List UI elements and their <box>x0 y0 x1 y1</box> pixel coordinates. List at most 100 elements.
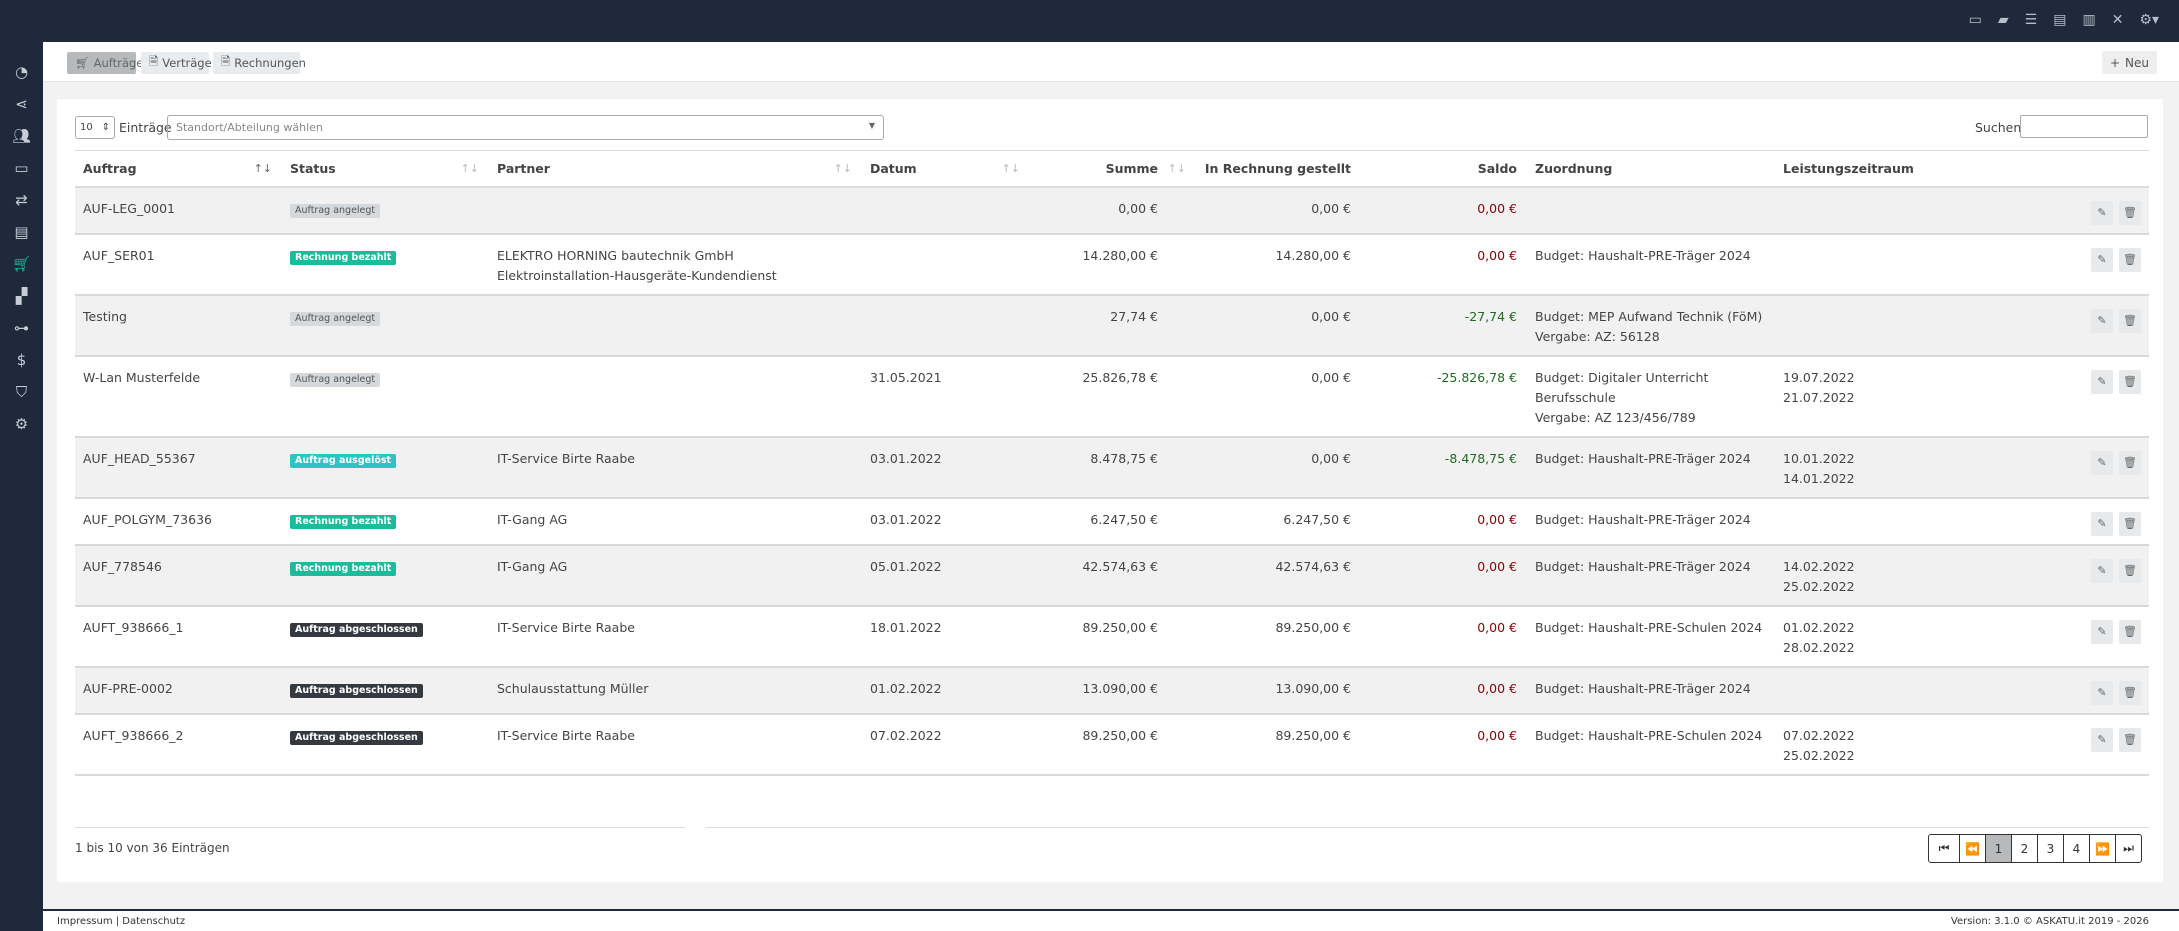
clipboard-icon[interactable]: ▤ <box>2053 12 2067 28</box>
trash-icon[interactable]: 🗑︎ <box>2119 450 2141 475</box>
first-page-button[interactable]: ⏮ <box>1938 841 1950 855</box>
col-summe[interactable]: Summe ↑↓ <box>1030 150 1196 188</box>
users-icon[interactable]: 👥︎ <box>11 127 32 145</box>
tab-auftraege[interactable]: 🛒︎ Aufträge <box>67 52 143 74</box>
cell-partner: IT-Service Birte Raabe <box>489 605 862 668</box>
gears-dropdown-icon[interactable]: ⚙▾ <box>2139 12 2159 28</box>
receipt-icon[interactable]: ▥ <box>2082 12 2096 28</box>
table-row[interactable]: W-Lan Musterfelde Auftrag angelegt 31.05.2… <box>75 355 2149 438</box>
zuordnung-budget: Budget: Digitaler Unterricht Berufsschul… <box>1535 369 1709 405</box>
edit-icon[interactable]: ✎ <box>2091 200 2113 225</box>
table-row[interactable]: AUF-PRE-0002 Auftrag abgeschlossen Schulau… <box>75 666 2149 715</box>
status-badge: Auftrag abgeschlossen <box>290 622 423 637</box>
cell-auftrag: W-Lan Musterfelde <box>75 355 282 438</box>
edit-icon[interactable]: ✎ <box>2091 511 2113 536</box>
zuordnung-budget: Budget: Haushalt-PRE-Träger 2024 <box>1535 680 1751 696</box>
next-page-button[interactable]: ⏩ <box>2089 835 2115 862</box>
briefcase-clock-icon[interactable]: ▰ <box>1997 12 2009 28</box>
trash-icon[interactable]: 🗑︎ <box>2119 369 2141 394</box>
col-in-rechnung[interactable]: In Rechnung gestellt <box>1196 150 1361 188</box>
zuordnung-budget: Budget: Haushalt-PRE-Träger 2024 <box>1535 511 1751 527</box>
cell-zuordnung: Budget: Haushalt-PRE-Schulen 2024 <box>1527 605 1775 668</box>
col-zuordnung[interactable]: Zuordnung <box>1527 150 1775 188</box>
table-row[interactable]: AUF_778546 Rechnung bezahlt IT-Gang AG 05.0… <box>75 544 2149 607</box>
table-row[interactable]: Testing Auftrag angelegt 27,74 €0,00 € -27,… <box>75 294 2149 357</box>
edit-icon[interactable]: ✎ <box>2091 680 2113 705</box>
last-page-button[interactable]: ⏭ <box>2115 835 2141 862</box>
page-3-button[interactable]: 3 <box>2037 835 2063 862</box>
page-4-button[interactable]: 4 <box>2063 835 2089 862</box>
share-icon[interactable]: ⋖ <box>15 95 28 113</box>
cell-partner <box>489 294 862 357</box>
footer: Impressum | Datenschutz Version: 3.1.0 ©… <box>43 909 2179 931</box>
search-input[interactable] <box>2020 115 2148 138</box>
new-button[interactable]: + Neu <box>2101 51 2157 74</box>
cart-icon[interactable]: 🛒︎ <box>11 255 32 273</box>
tab-rechnungen[interactable]: 🗎 Rechnungen <box>213 52 306 74</box>
col-datum[interactable]: Datum ↑↓ <box>862 150 1030 188</box>
cell-status: Auftrag abgeschlossen <box>282 605 489 668</box>
trash-icon[interactable]: 🗑︎ <box>2119 619 2141 644</box>
period-start: 10.01.2022 <box>1783 450 1855 466</box>
standort-select[interactable]: Standort/Abteilung wählen ▼ <box>167 115 884 140</box>
col-auftrag[interactable]: Auftrag ↑↓ <box>75 150 282 188</box>
col-saldo[interactable]: Saldo <box>1361 150 1527 188</box>
edit-icon[interactable]: ✎ <box>2091 247 2113 272</box>
table-row[interactable]: AUFT_938666_2 Auftrag abgeschlossen IT-Ser… <box>75 713 2149 776</box>
table-row[interactable]: AUF_SER01 Rechnung bezahlt ELEKTRO HORNING… <box>75 233 2149 296</box>
network-icon[interactable]: ⊶ <box>14 319 29 337</box>
trash-icon[interactable]: 🗑︎ <box>2119 308 2141 333</box>
period-start: 01.02.2022 <box>1783 619 1855 635</box>
trash-icon[interactable]: 🗑︎ <box>2119 680 2141 705</box>
edit-icon[interactable]: ✎ <box>2091 308 2113 333</box>
zuordnung-vergabe: Vergabe: AZ 123/456/789 <box>1535 409 1696 425</box>
cell-auftrag: AUF_HEAD_55367 <box>75 436 282 499</box>
checklist-icon[interactable]: ☰ <box>2024 12 2038 28</box>
cell-in-rechnung: 42.574,63 € <box>1196 544 1361 607</box>
handshake-icon[interactable]: ⇄ <box>15 191 28 209</box>
spinner-icon: ⇕ <box>101 122 110 133</box>
cell-datum: 03.01.2022 <box>862 497 1030 546</box>
page-2-button[interactable]: 2 <box>2011 835 2037 862</box>
cell-datum <box>862 186 1030 235</box>
trash-icon[interactable]: 🗑︎ <box>2119 727 2141 752</box>
search-label: Suchen <box>1975 120 2022 135</box>
tab-vertraege[interactable]: 🗎 Verträge <box>141 52 212 74</box>
monitor-icon[interactable]: ▭ <box>14 159 29 177</box>
edit-icon[interactable]: ✎ <box>2091 450 2113 475</box>
previous-page-button[interactable]: ⏪ <box>1959 835 1985 862</box>
money-user-icon[interactable]: $ <box>16 351 27 369</box>
zuordnung-budget: Budget: Haushalt-PRE-Träger 2024 <box>1535 247 1751 263</box>
shield-icon[interactable]: ⛉ <box>15 383 28 401</box>
boxes-icon[interactable]: ▞ <box>15 287 28 305</box>
edit-icon[interactable]: ✎ <box>2091 727 2113 752</box>
col-leistungszeitraum[interactable]: Leistungszeitraum <box>1775 150 2000 188</box>
sort-icon: ↑↓ <box>460 162 479 175</box>
footer-links[interactable]: Impressum | Datenschutz <box>57 916 186 927</box>
edit-icon[interactable]: ✎ <box>2091 619 2113 644</box>
dashboard-icon[interactable]: ◔ <box>14 63 29 81</box>
table-row[interactable]: AUF_HEAD_55367 Auftrag ausgelöst IT-Servic… <box>75 436 2149 499</box>
col-partner[interactable]: Partner ↑↓ <box>489 150 862 188</box>
table-row[interactable]: AUF-LEG_0001 Auftrag angelegt 0,00 €0,00 €… <box>75 186 2149 235</box>
cell-status: Auftrag angelegt <box>282 355 489 438</box>
cell-auftrag: Testing <box>75 294 282 357</box>
calendar-icon[interactable]: ▭ <box>1968 12 1982 28</box>
tools-icon[interactable]: ✕ <box>2111 12 2124 28</box>
col-status[interactable]: Status ↑↓ <box>282 150 489 188</box>
zuordnung-budget: Budget: Haushalt-PRE-Schulen 2024 <box>1535 727 1763 743</box>
cell-summe: 13.090,00 € <box>1030 666 1196 715</box>
status-badge: Rechnung bezahlt <box>290 514 397 529</box>
gears-icon[interactable]: ⚙ <box>14 415 29 433</box>
edit-icon[interactable]: ✎ <box>2091 369 2113 394</box>
trash-icon[interactable]: 🗑︎ <box>2119 247 2141 272</box>
page-1-button[interactable]: 1 <box>1985 835 2011 862</box>
trash-icon[interactable]: 🗑︎ <box>2119 200 2141 225</box>
receipt-icon[interactable]: ▤ <box>14 223 29 241</box>
table-row[interactable]: AUF_POLGYM_73636 Rechnung bezahlt IT-Gang … <box>75 497 2149 546</box>
entries-length-select[interactable]: 10 ⇕ <box>75 116 115 139</box>
trash-icon[interactable]: 🗑︎ <box>2119 558 2141 583</box>
trash-icon[interactable]: 🗑︎ <box>2119 511 2141 536</box>
edit-icon[interactable]: ✎ <box>2091 558 2113 583</box>
table-row[interactable]: AUFT_938666_1 Auftrag abgeschlossen IT-Ser… <box>75 605 2149 668</box>
